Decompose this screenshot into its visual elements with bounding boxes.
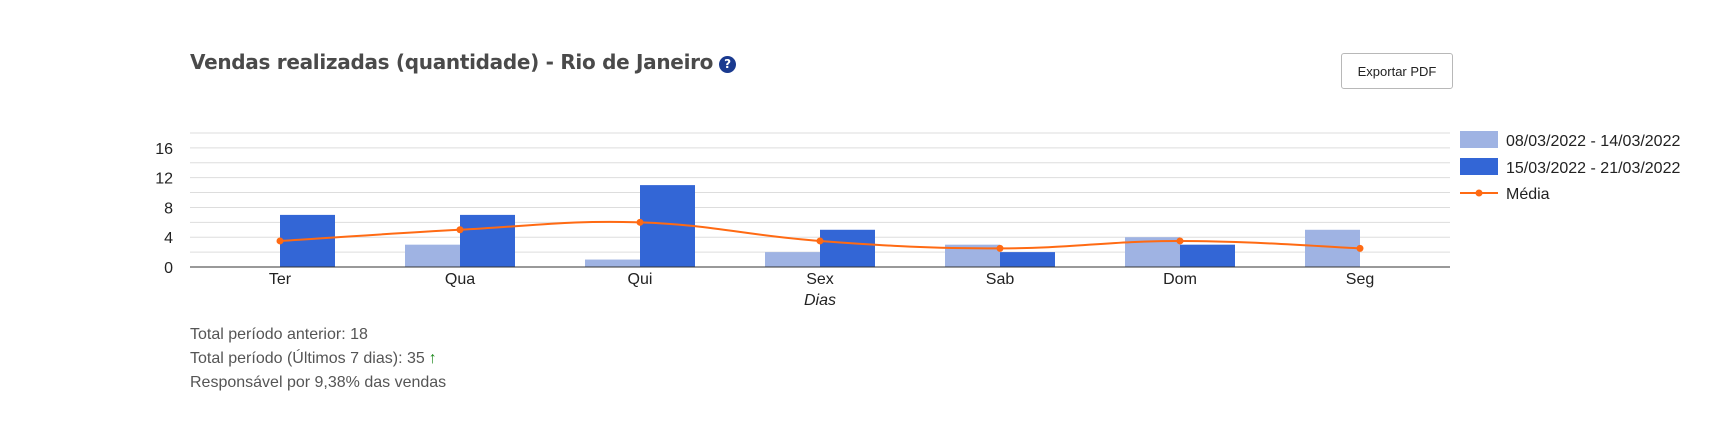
bar-previous (945, 244, 1000, 267)
x-tick-label: Sab (986, 271, 1015, 288)
export-pdf-button[interactable]: Exportar PDF (1341, 53, 1453, 89)
average-point (816, 237, 824, 245)
average-point (1176, 237, 1184, 245)
bar-current (460, 214, 515, 267)
bar-previous (585, 259, 640, 267)
y-axis: 0 4 8 12 16 (155, 141, 173, 277)
x-tick-label: Sex (806, 271, 834, 288)
summary: Total período anterior: 18 Total período… (190, 323, 446, 395)
y-tick-label: 16 (155, 141, 173, 158)
average-point (636, 218, 644, 226)
legend-label-average: Média (1506, 186, 1550, 203)
current-total: Total período (Últimos 7 dias): 35 (190, 350, 425, 367)
y-tick-label: 4 (164, 230, 173, 247)
bar-current (1000, 252, 1055, 267)
average-point (996, 244, 1004, 252)
chart-title: Vendas realizadas (quantidade) - Rio de … (190, 50, 714, 74)
x-tick-label: Qua (445, 271, 475, 288)
y-tick-label: 12 (155, 171, 173, 188)
average-line (276, 218, 1364, 252)
x-axis: Ter Qua Qui Sex Sab Dom Seg (269, 271, 1374, 288)
x-tick-label: Qui (628, 271, 653, 288)
legend-label-previous: 08/03/2022 - 14/03/2022 (1506, 133, 1680, 150)
legend-marker-average (1475, 189, 1483, 197)
current-total-row: Total período (Últimos 7 dias): 35 ↑ (190, 347, 446, 371)
x-tick-label: Dom (1163, 271, 1197, 288)
y-tick-label: 0 (164, 260, 173, 277)
arrow-up-icon: ↑ (428, 350, 437, 367)
bar-previous (405, 244, 460, 267)
average-point (1356, 244, 1364, 252)
average-point (276, 237, 284, 245)
average-point (456, 226, 464, 234)
legend-swatch-current (1460, 158, 1498, 175)
legend-label-current: 15/03/2022 - 21/03/2022 (1506, 160, 1680, 177)
x-tick-label: Ter (269, 271, 292, 288)
legend-swatch-previous (1460, 131, 1498, 148)
x-axis-label: Dias (804, 292, 836, 309)
chart-bars (190, 185, 1450, 268)
chart-header: Vendas realizadas (quantidade) - Rio de … (190, 50, 737, 74)
bar-current (1180, 244, 1235, 267)
x-tick-label: Seg (1346, 271, 1374, 288)
bar-previous (765, 252, 820, 267)
chart-legend: 08/03/2022 - 14/03/2022 15/03/2022 - 21/0… (1460, 131, 1680, 203)
y-tick-label: 8 (164, 200, 173, 217)
previous-total: Total período anterior: 18 (190, 326, 368, 343)
bar-current (820, 229, 875, 267)
sales-chart: 0 4 8 12 16 Ter Qua Qui Sex Sab Dom Seg Dias 08/03… (155, 131, 1680, 309)
sales-share: Responsável por 9,38% das vendas (190, 374, 447, 391)
help-icon[interactable]: ? (719, 55, 737, 73)
